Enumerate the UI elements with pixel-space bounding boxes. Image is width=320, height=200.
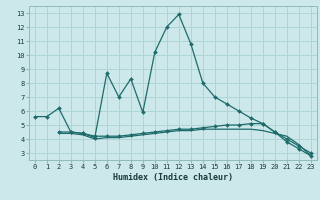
X-axis label: Humidex (Indice chaleur): Humidex (Indice chaleur) [113, 173, 233, 182]
